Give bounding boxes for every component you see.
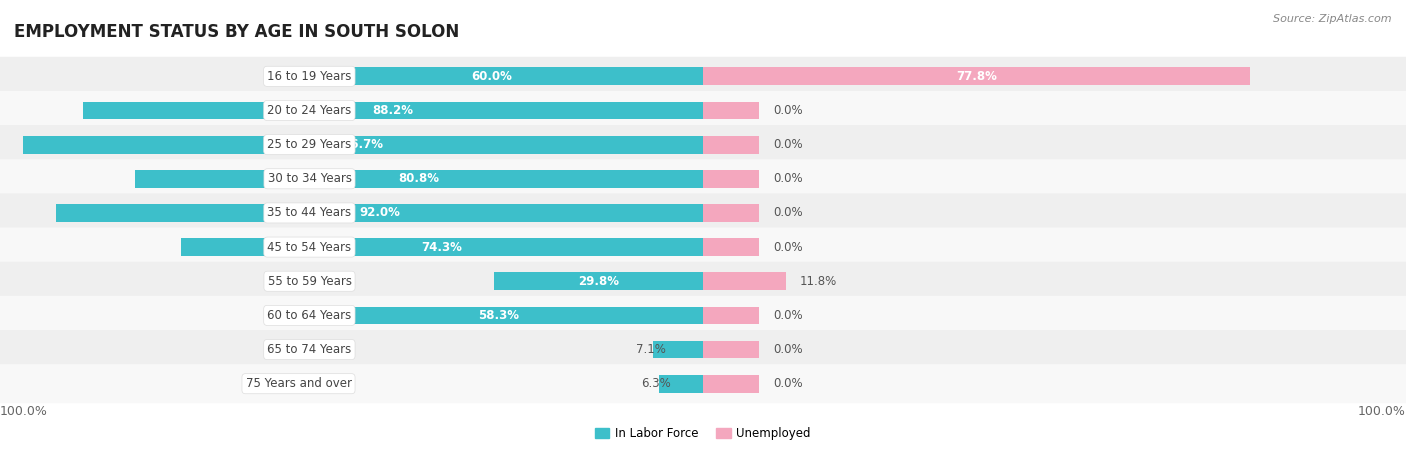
Bar: [494, 272, 703, 290]
Text: 0.0%: 0.0%: [773, 207, 803, 220]
Text: 0.0%: 0.0%: [773, 309, 803, 322]
Bar: [281, 68, 703, 85]
Text: 80.8%: 80.8%: [398, 172, 440, 185]
Text: 60 to 64 Years: 60 to 64 Years: [267, 309, 352, 322]
Text: 96.7%: 96.7%: [343, 138, 384, 151]
Bar: [703, 272, 786, 290]
FancyBboxPatch shape: [703, 193, 1406, 232]
Bar: [135, 170, 703, 188]
FancyBboxPatch shape: [703, 57, 1406, 96]
Bar: [703, 101, 759, 120]
FancyBboxPatch shape: [703, 91, 1406, 130]
FancyBboxPatch shape: [703, 228, 1406, 267]
Text: Source: ZipAtlas.com: Source: ZipAtlas.com: [1274, 14, 1392, 23]
Text: EMPLOYMENT STATUS BY AGE IN SOUTH SOLON: EMPLOYMENT STATUS BY AGE IN SOUTH SOLON: [14, 23, 460, 41]
FancyBboxPatch shape: [703, 262, 1406, 301]
Text: 11.8%: 11.8%: [800, 275, 837, 288]
Text: 58.3%: 58.3%: [478, 309, 519, 322]
Text: 20 to 24 Years: 20 to 24 Years: [267, 104, 352, 117]
Bar: [703, 170, 759, 188]
Bar: [22, 136, 703, 153]
Bar: [703, 136, 759, 153]
Text: 30 to 34 Years: 30 to 34 Years: [267, 172, 352, 185]
Text: 55 to 59 Years: 55 to 59 Years: [267, 275, 352, 288]
Bar: [703, 341, 759, 359]
Bar: [294, 307, 703, 324]
Text: 0.0%: 0.0%: [773, 172, 803, 185]
Text: 25 to 29 Years: 25 to 29 Years: [267, 138, 352, 151]
FancyBboxPatch shape: [0, 193, 703, 232]
Text: 100.0%: 100.0%: [0, 405, 48, 418]
Text: 100.0%: 100.0%: [1358, 405, 1406, 418]
Text: 77.8%: 77.8%: [956, 70, 997, 83]
FancyBboxPatch shape: [0, 228, 703, 267]
FancyBboxPatch shape: [0, 364, 703, 403]
Text: 6.3%: 6.3%: [641, 377, 671, 390]
FancyBboxPatch shape: [0, 159, 703, 198]
Text: 0.0%: 0.0%: [773, 104, 803, 117]
Text: 29.8%: 29.8%: [578, 275, 619, 288]
FancyBboxPatch shape: [0, 296, 703, 335]
Bar: [652, 341, 703, 359]
Text: 75 Years and over: 75 Years and over: [246, 377, 352, 390]
Text: 0.0%: 0.0%: [773, 377, 803, 390]
Text: 0.0%: 0.0%: [773, 138, 803, 151]
Text: 16 to 19 Years: 16 to 19 Years: [267, 70, 352, 83]
Bar: [83, 101, 703, 120]
Text: 74.3%: 74.3%: [422, 240, 463, 253]
Bar: [56, 204, 703, 222]
Text: 0.0%: 0.0%: [773, 343, 803, 356]
FancyBboxPatch shape: [703, 159, 1406, 198]
Text: 7.1%: 7.1%: [636, 343, 665, 356]
Bar: [703, 68, 1250, 85]
Text: 0.0%: 0.0%: [773, 240, 803, 253]
FancyBboxPatch shape: [703, 125, 1406, 164]
Bar: [703, 375, 759, 392]
Text: 65 to 74 Years: 65 to 74 Years: [267, 343, 352, 356]
FancyBboxPatch shape: [703, 364, 1406, 403]
FancyBboxPatch shape: [703, 330, 1406, 369]
Bar: [181, 238, 703, 256]
Bar: [703, 307, 759, 324]
FancyBboxPatch shape: [0, 125, 703, 164]
Text: 45 to 54 Years: 45 to 54 Years: [267, 240, 352, 253]
FancyBboxPatch shape: [0, 91, 703, 130]
Legend: In Labor Force, Unemployed: In Labor Force, Unemployed: [591, 423, 815, 445]
Bar: [703, 238, 759, 256]
Text: 92.0%: 92.0%: [359, 207, 401, 220]
FancyBboxPatch shape: [0, 330, 703, 369]
FancyBboxPatch shape: [0, 262, 703, 301]
Text: 60.0%: 60.0%: [471, 70, 513, 83]
FancyBboxPatch shape: [703, 296, 1406, 335]
Text: 35 to 44 Years: 35 to 44 Years: [267, 207, 352, 220]
Bar: [658, 375, 703, 392]
Bar: [703, 204, 759, 222]
FancyBboxPatch shape: [0, 57, 703, 96]
Text: 88.2%: 88.2%: [373, 104, 413, 117]
